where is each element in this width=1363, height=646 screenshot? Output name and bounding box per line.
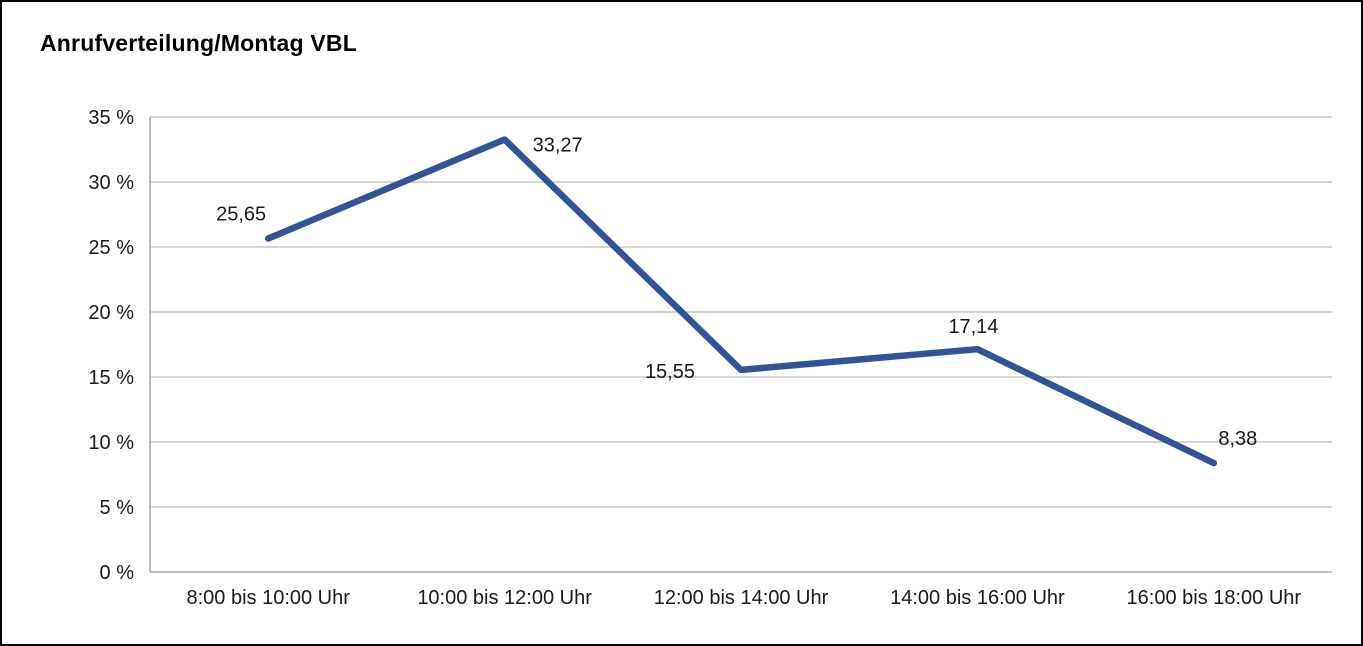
x-axis-label: 8:00 bis 10:00 Uhr xyxy=(186,587,350,609)
x-axis-label: 16:00 bis 18:00 Uhr xyxy=(1127,587,1302,609)
y-tick-label: 15 % xyxy=(88,367,134,389)
data-label: 33,27 xyxy=(533,134,583,156)
data-label: 17,14 xyxy=(948,316,998,338)
y-tick-label: 25 % xyxy=(88,237,134,259)
series-line xyxy=(264,136,1218,467)
data-label: 8,38 xyxy=(1218,428,1257,450)
x-axis-label: 10:00 bis 12:00 Uhr xyxy=(417,587,592,609)
x-axis-label: 12:00 bis 14:00 Uhr xyxy=(654,587,829,609)
y-tick-label: 20 % xyxy=(88,302,134,324)
y-tick-label: 0 % xyxy=(100,562,135,584)
x-axis-label: 14:00 bis 16:00 Uhr xyxy=(890,587,1065,609)
y-tick-label: 30 % xyxy=(88,172,134,194)
y-tick-label: 10 % xyxy=(88,432,134,454)
chart-title: Anrufverteilung/Montag VBL xyxy=(40,30,357,56)
y-tick-label: 35 % xyxy=(88,107,134,129)
data-label: 15,55 xyxy=(645,361,695,383)
data-label: 25,65 xyxy=(216,204,266,226)
y-tick-label: 5 % xyxy=(100,497,135,519)
